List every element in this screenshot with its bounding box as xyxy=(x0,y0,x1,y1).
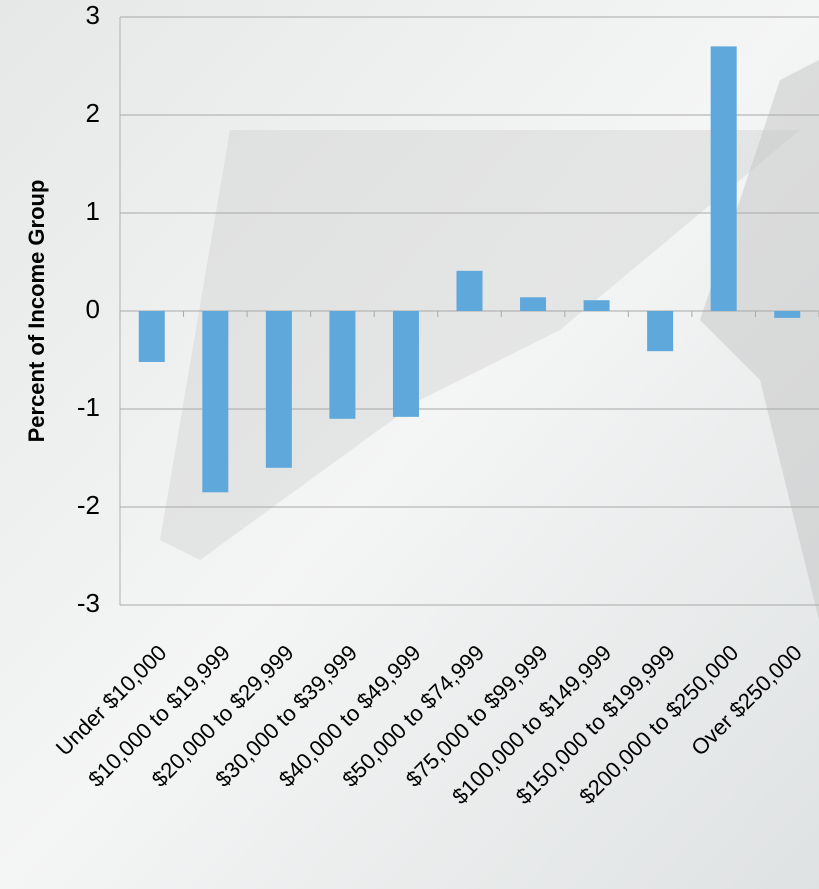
bar xyxy=(647,311,674,352)
bar xyxy=(774,311,801,318)
y-axis-label: Percent of Income Group xyxy=(24,180,49,443)
y-tick-label: 1 xyxy=(86,196,100,226)
bar xyxy=(392,311,419,417)
bar xyxy=(265,311,292,468)
background-decoration xyxy=(160,130,800,560)
background-decoration xyxy=(700,60,819,620)
y-tick-label: -2 xyxy=(77,490,100,520)
y-tick-label: -3 xyxy=(77,588,100,618)
bar xyxy=(456,270,483,311)
bar xyxy=(202,311,229,493)
y-tick-label: 0 xyxy=(86,294,100,324)
bar xyxy=(138,311,165,362)
bar xyxy=(583,300,610,311)
y-tick-label: 2 xyxy=(86,98,100,128)
bar xyxy=(520,297,547,311)
y-tick-label: 3 xyxy=(86,0,100,30)
y-tick-label: -1 xyxy=(77,392,100,422)
bar xyxy=(710,46,737,312)
bar xyxy=(329,311,356,419)
